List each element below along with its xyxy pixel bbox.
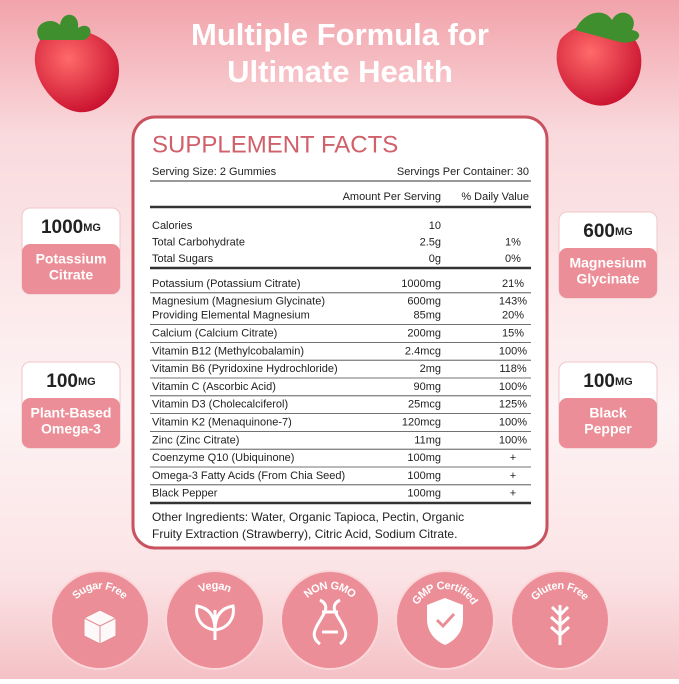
badge-name: Omega-3 xyxy=(41,421,101,437)
nutrient-name: Providing Elemental Magnesium xyxy=(152,310,310,322)
nutrient-name: Vitamin C (Ascorbic Acid) xyxy=(152,381,276,393)
nutrient-name: Potassium (Potassium Citrate) xyxy=(152,278,301,290)
nutrient-amount: 90mg xyxy=(413,381,441,393)
side-badge-band xyxy=(22,244,120,294)
round-badge xyxy=(282,572,378,668)
badge-amount: 100MG xyxy=(583,371,632,392)
nutrient-dv: 21% xyxy=(502,278,524,290)
nutrient-name: Total Carbohydrate xyxy=(152,236,245,248)
nutrient-amount: 100mg xyxy=(407,452,441,464)
badge-name: Potassium xyxy=(36,251,107,267)
badge-amount-number: 600 xyxy=(583,221,615,242)
nutrient-amount: 25mcg xyxy=(408,399,441,411)
nutrient-name: Vitamin K2 (Menaquinone-7) xyxy=(152,417,292,429)
badge-name: Black xyxy=(589,405,627,421)
nutrient-dv: 1% xyxy=(505,236,521,248)
nutrient-name: Omega-3 Fatty Acids (From Chia Seed) xyxy=(152,470,345,482)
nutrient-amount: 100mg xyxy=(407,470,441,482)
badge-name: Plant-Based xyxy=(31,405,112,421)
facts-title: SUPPLEMENT FACTS xyxy=(152,131,398,158)
nutrient-name: Coenzyme Q10 (Ubiquinone) xyxy=(152,452,294,464)
badge-amount-number: 100 xyxy=(46,371,78,392)
nutrient-name: Magnesium (Magnesium Glycinate) xyxy=(152,296,325,308)
nutrient-amount: 1000mg xyxy=(401,278,441,290)
nutrient-amount: 2.5g xyxy=(420,236,441,248)
nutrient-dv: 100% xyxy=(499,417,527,429)
nutrient-name: Vitamin B12 (Methylcobalamin) xyxy=(152,345,304,357)
nutrient-amount: 10 xyxy=(429,220,441,232)
badge-amount: 100MG xyxy=(46,371,95,392)
side-badge-band xyxy=(559,398,657,448)
nutrient-name: Calories xyxy=(152,220,193,232)
badge-amount-unit: MG xyxy=(83,222,101,234)
nutrient-amount: 100mg xyxy=(407,488,441,500)
badge-amount-number: 1000 xyxy=(41,217,83,238)
nutrient-name: Zinc (Zinc Citrate) xyxy=(152,434,239,446)
nutrient-dv: 20% xyxy=(502,310,524,322)
nutrient-dv: + xyxy=(510,452,516,464)
nutrient-amount: 200mg xyxy=(407,328,441,340)
nutrient-dv: + xyxy=(510,488,516,500)
badge-amount-number: 100 xyxy=(583,371,615,392)
other-ingredients: Fruity Extraction (Strawberry), Citric A… xyxy=(152,527,457,541)
nutrient-name: Black Pepper xyxy=(152,488,218,500)
nutrient-dv: 118% xyxy=(499,363,527,375)
round-badge-label: Vegan xyxy=(197,580,233,595)
side-badge-band xyxy=(559,248,657,298)
badge-icons xyxy=(82,598,570,646)
column-header: Amount Per Serving xyxy=(343,191,441,203)
badge-amount-unit: MG xyxy=(615,376,633,388)
nutrient-dv: + xyxy=(510,470,516,482)
nutrient-dv: 125% xyxy=(499,399,527,411)
strawberry-left xyxy=(34,14,120,113)
nutrient-amount: 11mg xyxy=(414,434,441,446)
nutrient-name: Total Sugars xyxy=(152,253,214,265)
title: Ultimate Health xyxy=(227,54,453,89)
nutrient-dv: 143% xyxy=(499,296,527,308)
side-badge-band xyxy=(22,398,120,448)
column-header: % Daily Value xyxy=(461,191,529,203)
badge-name: Pepper xyxy=(584,421,632,437)
nutrient-name: Vitamin B6 (Pyridoxine Hydrochloride) xyxy=(152,363,338,375)
badge-name: Magnesium xyxy=(569,255,646,271)
title: Multiple Formula for xyxy=(191,17,489,52)
serving-size: Serving Size: 2 Gummies xyxy=(152,166,277,178)
nutrient-dv: 100% xyxy=(499,381,527,393)
badge-amount-unit: MG xyxy=(78,376,96,388)
nutrient-dv: 100% xyxy=(499,434,527,446)
nutrient-dv: 15% xyxy=(502,328,524,340)
other-ingredients: Other Ingredients: Water, Organic Tapioc… xyxy=(152,510,464,524)
nutrient-name: Vitamin D3 (Cholecalciferol) xyxy=(152,399,288,411)
strawberry-right xyxy=(556,12,642,106)
nutrient-amount: 120mcg xyxy=(402,417,441,429)
nutrient-amount: 85mg xyxy=(413,310,441,322)
badge-name: Citrate xyxy=(49,267,94,283)
nutrient-name: Calcium (Calcium Citrate) xyxy=(152,328,277,340)
badge-name: Glycinate xyxy=(576,271,639,287)
nutrient-amount: 600mg xyxy=(407,296,441,308)
round-badge-label-path: Vegan xyxy=(197,580,233,595)
nutrient-dv: 0% xyxy=(505,253,521,265)
nutrient-amount: 2.4mcg xyxy=(405,345,441,357)
badge-amount: 600MG xyxy=(583,221,632,242)
servings-per-container: Servings Per Container: 30 xyxy=(397,166,529,178)
nutrient-amount: 0g xyxy=(429,253,441,265)
facts-panel xyxy=(131,115,549,550)
nutrient-amount: 2mg xyxy=(420,363,441,375)
nutrient-dv: 100% xyxy=(499,345,527,357)
badge-amount-unit: MG xyxy=(615,226,633,238)
badge-amount: 1000MG xyxy=(41,217,101,238)
